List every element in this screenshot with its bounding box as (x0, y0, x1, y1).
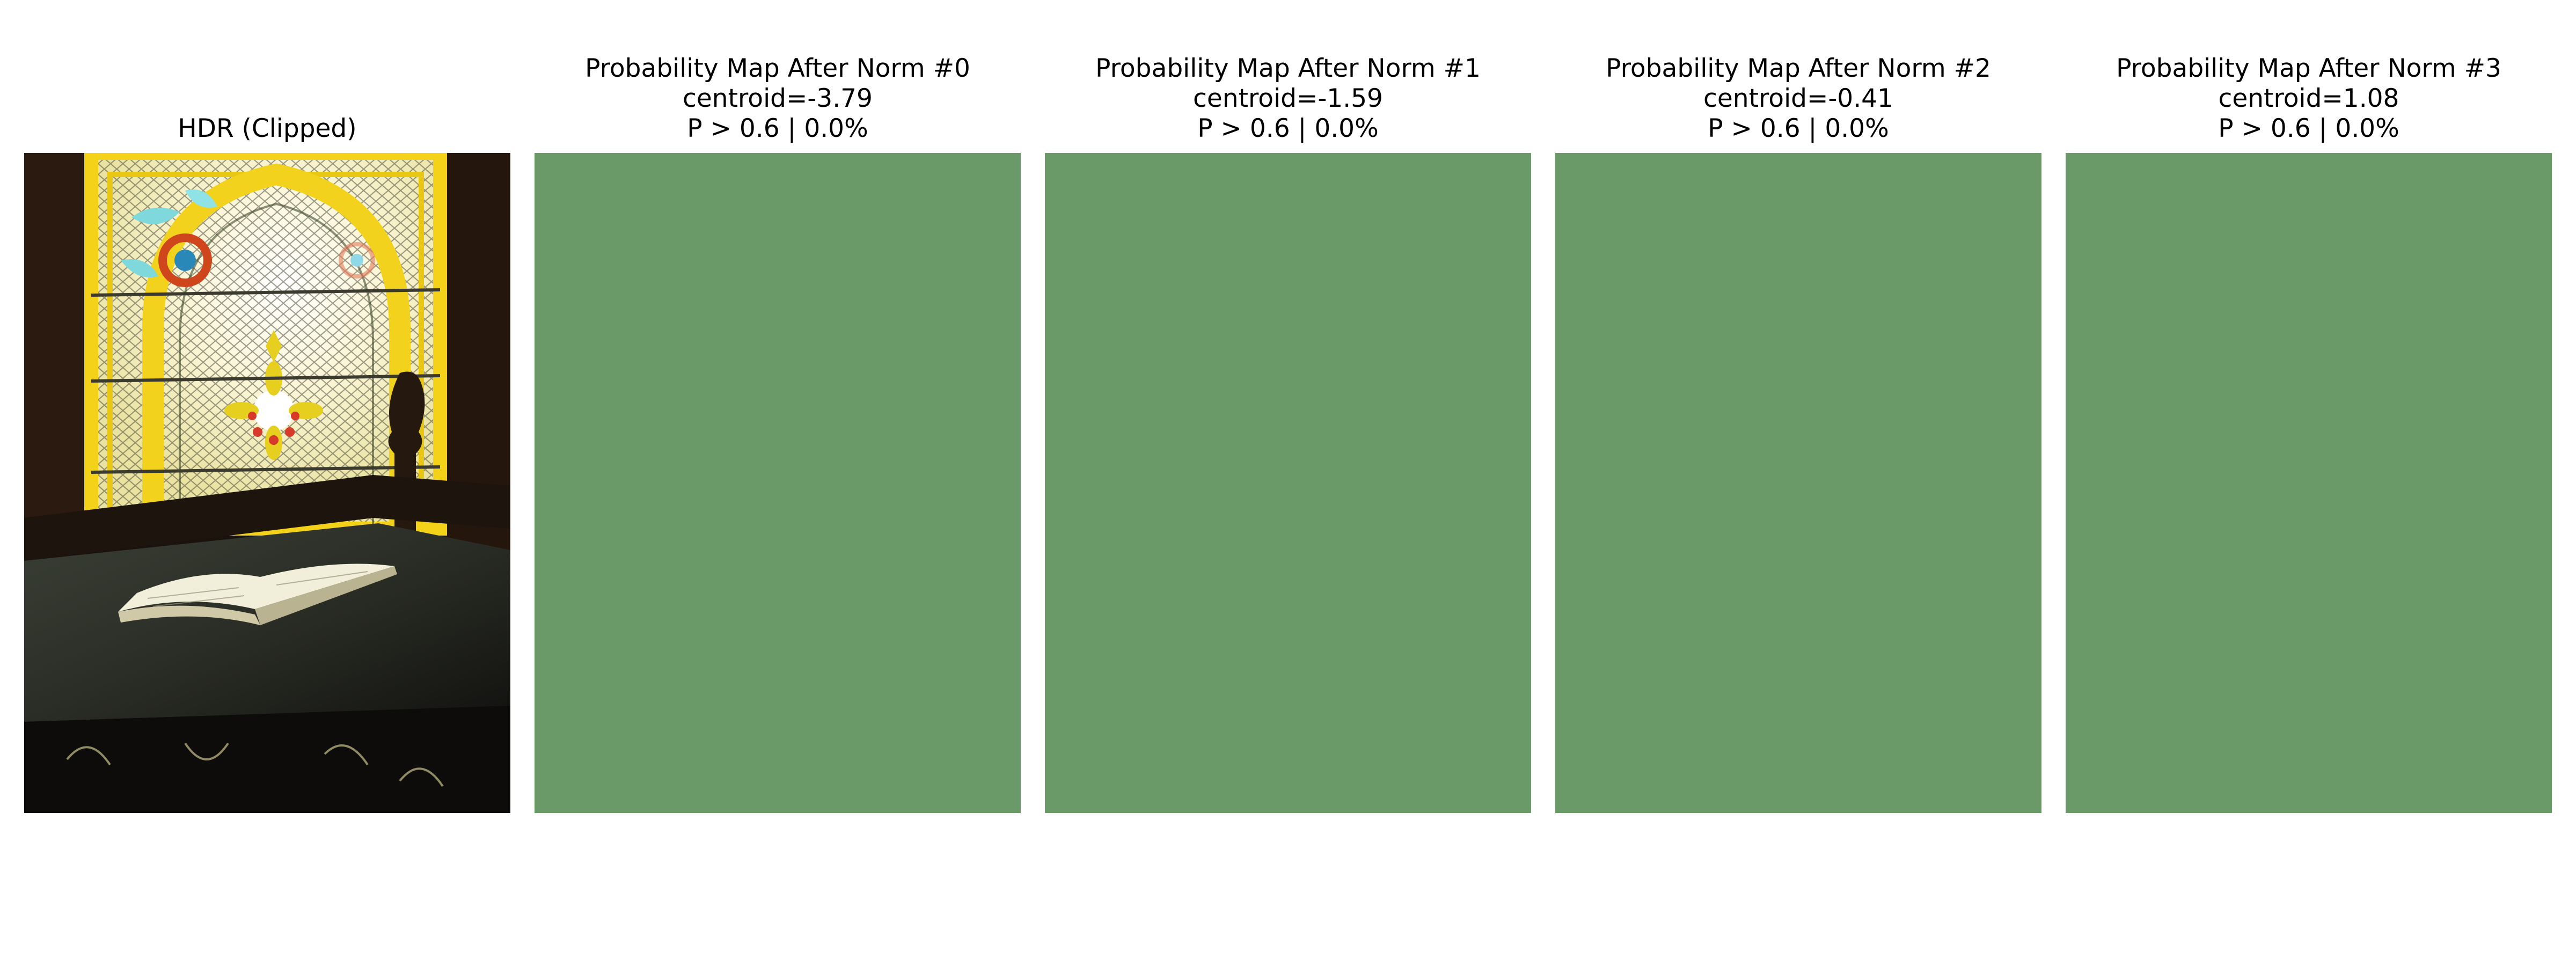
title-norm-3: Probability Map After Norm #3 (2116, 54, 2501, 83)
centroid-norm-0: centroid=-3.79 (683, 84, 873, 113)
probability-map-norm-2 (1555, 153, 2041, 813)
stat-norm-1: P > 0.6 | 0.0% (1197, 114, 1379, 143)
probability-map-norm-0 (535, 153, 1021, 813)
stat-norm-0: P > 0.6 | 0.0% (687, 114, 868, 143)
panel-title-norm-1: Probability Map After Norm #1 centroid=-… (1045, 54, 1531, 144)
hdr-image (24, 153, 510, 813)
centroid-norm-1: centroid=-1.59 (1193, 84, 1383, 113)
panel-title-norm-2: Probability Map After Norm #2 centroid=-… (1555, 54, 2041, 144)
stat-norm-2: P > 0.6 | 0.0% (1708, 114, 1889, 143)
stat-norm-3: P > 0.6 | 0.0% (2218, 114, 2399, 143)
hdr-title: HDR (Clipped) (178, 114, 357, 143)
probability-map-norm-3 (2066, 153, 2552, 813)
probability-map-norm-1 (1045, 153, 1531, 813)
title-norm-0: Probability Map After Norm #0 (585, 54, 970, 83)
centroid-norm-2: centroid=-0.41 (1703, 84, 1893, 113)
title-norm-1: Probability Map After Norm #1 (1095, 54, 1481, 83)
title-norm-2: Probability Map After Norm #2 (1606, 54, 1991, 83)
panel-title-norm-0: Probability Map After Norm #0 centroid=-… (535, 54, 1021, 144)
centroid-norm-3: centroid=1.08 (2218, 84, 2399, 113)
panel-title-norm-3: Probability Map After Norm #3 centroid=1… (2066, 54, 2552, 144)
panel-title-hdr: HDR (Clipped) (24, 114, 510, 144)
